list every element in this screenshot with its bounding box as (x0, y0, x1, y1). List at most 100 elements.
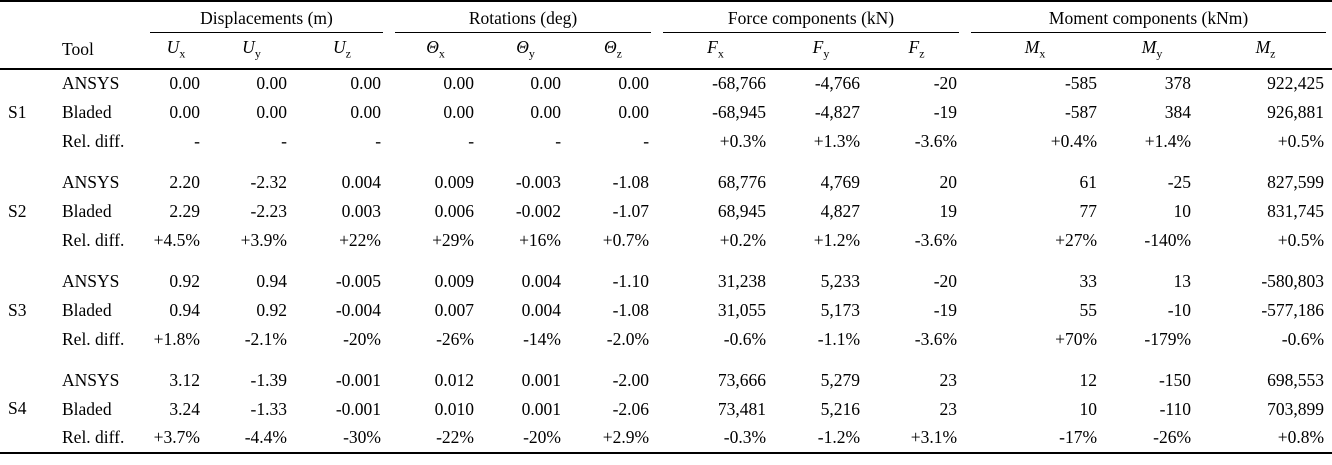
value-cell: -20 (933, 270, 958, 291)
value-cell: -2.32 (250, 171, 287, 192)
group-header-moments-label: Moment components (kNm) (971, 7, 1327, 33)
value-cell: 0.009 (434, 171, 475, 192)
table-header: Displacements (m) Rotations (deg) Force … (0, 1, 1332, 70)
value-cell: 0.00 (169, 101, 200, 122)
value-cell: 0.00 (350, 73, 382, 93)
value-cell: 831,745 (1267, 200, 1325, 221)
value-cell: -0.004 (335, 299, 382, 320)
value-cell: +3.7% (153, 427, 200, 447)
value-cell: - (281, 130, 287, 151)
value-cell: 0.94 (169, 299, 200, 320)
value-cell: -20 (933, 73, 958, 93)
value-cell: 0.92 (256, 299, 287, 320)
value-cell: 0.00 (256, 101, 287, 122)
value-cell: -19 (933, 101, 958, 122)
subscript: y (1156, 46, 1163, 61)
value-cell: -1.08 (612, 171, 650, 192)
value-cell: -0.3% (723, 427, 767, 447)
tool-cell: Rel. diff. (62, 130, 125, 151)
value-cell: 31,055 (717, 299, 767, 320)
value-cell: - (555, 130, 562, 151)
symbol: Θ (604, 37, 617, 57)
value-cell: 0.00 (618, 73, 650, 93)
value-cell: -17% (1059, 427, 1098, 447)
tool-cell: Rel. diff. (62, 427, 125, 447)
value-cell: 2.29 (169, 200, 200, 221)
value-cell: 0.00 (618, 101, 650, 122)
value-cell: 0.00 (350, 101, 382, 122)
group-header-blank (0, 1, 144, 33)
value-cell: 703,899 (1267, 398, 1325, 419)
value-cell: 0.004 (341, 171, 382, 192)
value-cell: -10 (1167, 299, 1192, 320)
value-cell: -3.6% (914, 229, 958, 250)
value-cell: +1.3% (813, 130, 861, 151)
value-cell: 61 (1079, 171, 1098, 192)
value-cell: -0.6% (723, 328, 767, 349)
group-header-forces: Force components (kN) (657, 1, 965, 33)
table-row: Bladed 0.94 0.92 -0.004 0.007 0.004 -1.08 31,05… (0, 296, 1332, 325)
symbol: F (812, 37, 824, 57)
value-cell: 0.001 (521, 398, 562, 419)
value-cell: +0.2% (719, 229, 767, 250)
value-cell: 0.92 (169, 270, 200, 291)
column-header-f-z: Fz (868, 33, 966, 70)
value-cell: 2.20 (169, 171, 200, 192)
value-cell: 19 (939, 200, 958, 221)
value-cell: +1.2% (813, 229, 861, 250)
value-cell: -2.06 (612, 398, 650, 419)
tool-cell: Bladed (62, 299, 112, 320)
symbol: U (166, 37, 180, 57)
value-cell: 0.001 (521, 369, 562, 390)
group-header-rotations: Rotations (deg) (389, 1, 657, 33)
value-cell: 0.009 (434, 270, 475, 291)
value-cell: 0.00 (169, 73, 200, 93)
value-cell: +0.5% (1277, 130, 1325, 151)
column-header-theta-z: Θz (569, 33, 658, 70)
column-header-u-x: Ux (144, 33, 208, 70)
value-cell: - (375, 130, 382, 151)
value-cell: -577,186 (1261, 299, 1325, 320)
value-cell: -2.00 (612, 369, 650, 390)
value-cell: +1.8% (153, 328, 200, 349)
value-cell: 0.006 (434, 200, 475, 221)
group-header-rotations-label: Rotations (deg) (395, 7, 652, 33)
symbol: M (1024, 37, 1040, 57)
table-row: Bladed 0.00 0.00 0.00 0.00 0.00 0.00 -68,945 -4,… (0, 98, 1332, 127)
value-cell: 0.00 (530, 73, 562, 93)
value-cell: -22% (436, 427, 475, 447)
value-cell: -1.07 (612, 200, 650, 221)
table-row: S3 ANSYS 0.92 0.94 -0.005 0.009 0.004 -1.10 31,2… (0, 267, 1332, 320)
value-cell: +0.7% (602, 229, 650, 250)
value-cell: 73,666 (717, 369, 767, 390)
value-cell: -14% (523, 328, 562, 349)
value-cell: -25 (1167, 171, 1192, 192)
value-cell: 0.007 (434, 299, 475, 320)
value-cell: -580,803 (1261, 270, 1325, 291)
table-row: Rel. diff. +1.8% -2.1% -20% -26% -14% -2.0% -0.… (0, 325, 1332, 354)
value-cell: 3.12 (169, 369, 200, 390)
value-cell: 23 (939, 398, 958, 419)
tool-cell: Rel. diff. (62, 229, 125, 250)
value-cell: -4,766 (814, 73, 861, 93)
value-cell: -1.33 (250, 398, 287, 419)
value-cell: -150 (1158, 369, 1192, 390)
value-cell: -30% (343, 427, 382, 447)
symbol: U (242, 37, 255, 57)
value-cell: -3.6% (914, 328, 958, 349)
group-header-displacements: Displacements (m) (144, 1, 389, 33)
column-header-row: Tool Ux Uy Uz Θx Θy Θz Fx Fy Fz Mx My Mz (0, 33, 1332, 70)
value-cell: 68,776 (717, 171, 767, 192)
value-cell: -4,827 (814, 101, 861, 122)
subscript: z (345, 46, 351, 61)
value-cell: 0.00 (256, 73, 287, 93)
table-row: Bladed 3.24 -1.33 -0.001 0.010 0.001 -2.06 73,4… (0, 395, 1332, 424)
subscript: y (528, 46, 535, 61)
value-cell: +29% (432, 229, 475, 250)
value-cell: 77 (1079, 200, 1098, 221)
value-cell: +0.8% (1277, 427, 1325, 447)
group-header-row: Displacements (m) Rotations (deg) Force … (0, 1, 1332, 33)
value-cell: -1.1% (817, 328, 861, 349)
value-cell: - (643, 130, 650, 151)
column-header-theta-y: Θy (482, 33, 570, 70)
